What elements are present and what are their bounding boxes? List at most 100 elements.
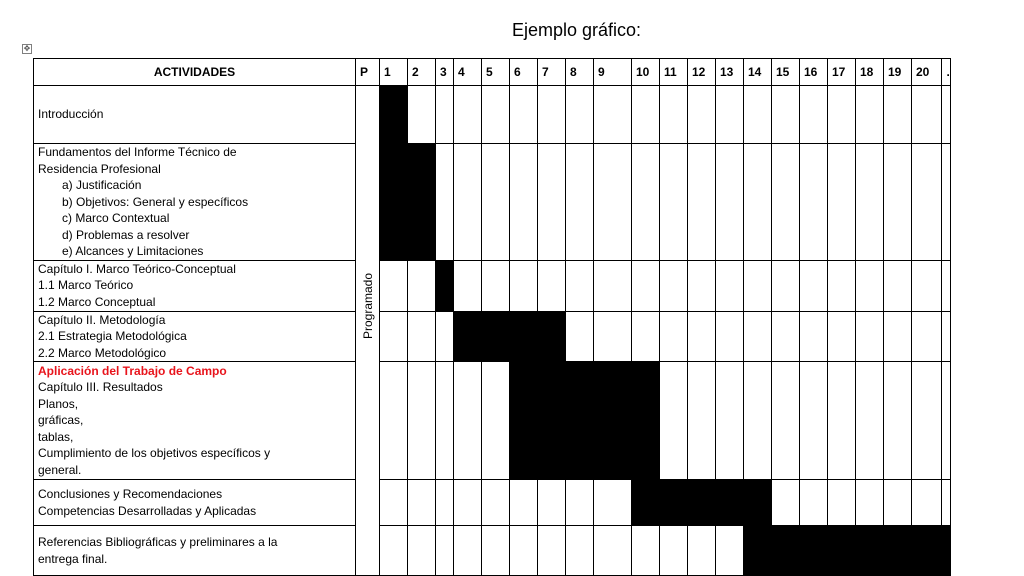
gantt-empty-cell (771, 310, 800, 362)
gantt-bar-cell (509, 361, 538, 480)
gantt-empty-cell (911, 85, 942, 144)
gantt-bar-cell (481, 310, 510, 362)
activity-text: Planos, (38, 396, 79, 411)
gantt-empty-cell (537, 85, 566, 144)
gantt-empty-cell (453, 85, 482, 144)
gantt-empty-cell (799, 479, 828, 526)
gantt-empty-cell (453, 259, 482, 312)
header-week-21: … (941, 58, 951, 86)
gantt-empty-cell (631, 259, 660, 312)
gantt-empty-cell (379, 361, 408, 480)
gantt-empty-cell (743, 361, 772, 480)
gantt-bar-cell (771, 525, 800, 576)
activity-text: Capítulo I. Marco Teórico-Conceptual (38, 261, 236, 276)
header-week-10: 10 (631, 58, 660, 86)
gantt-empty-cell (659, 310, 688, 362)
gantt-empty-cell (827, 259, 856, 312)
gantt-empty-cell (407, 479, 436, 526)
gantt-empty-cell (593, 479, 632, 526)
gantt-empty-cell (453, 143, 482, 261)
gantt-empty-cell (715, 525, 744, 576)
activity-cell: Aplicación del Trabajo de Campo Capítulo … (33, 361, 356, 480)
gantt-empty-cell (715, 143, 744, 261)
gantt-empty-cell (481, 85, 510, 144)
gantt-empty-cell (435, 310, 454, 362)
table-header-row: ACTIVIDADES P 1 2 3 4 5 6 7 8 9 10 11 12 13 14 15 16 17 1… (33, 58, 951, 86)
gantt-empty-cell (687, 310, 716, 362)
gantt-empty-cell (631, 310, 660, 362)
gantt-empty-cell (379, 479, 408, 526)
gantt-empty-cell (379, 259, 408, 312)
gantt-empty-cell (771, 143, 800, 261)
gantt-empty-cell (855, 310, 884, 362)
gantt-empty-cell (911, 143, 942, 261)
gantt-empty-cell (509, 259, 538, 312)
header-week-7: 7 (537, 58, 566, 86)
gantt-bar-cell (407, 143, 436, 261)
gantt-bar-cell (565, 361, 594, 480)
gantt-empty-cell (687, 259, 716, 312)
gantt-empty-cell (799, 143, 828, 261)
gantt-empty-cell (407, 310, 436, 362)
activity-cell: Introducción (33, 85, 356, 144)
activity-text: Fundamentos del Informe Técnico de (38, 145, 237, 159)
gantt-empty-cell (407, 259, 436, 312)
header-week-2: 2 (407, 58, 436, 86)
header-week-11: 11 (659, 58, 688, 86)
activity-cell: Conclusiones y Recomendaciones Competenci… (33, 479, 356, 526)
gantt-empty-cell (565, 85, 594, 144)
gantt-bar-cell (855, 525, 884, 576)
activity-text: general. (38, 462, 82, 477)
gantt-empty-cell (715, 85, 744, 144)
activity-text: tablas, (38, 429, 74, 444)
programado-cell: Programado (355, 85, 380, 576)
gantt-empty-cell (481, 259, 510, 312)
gantt-empty-cell (435, 361, 454, 480)
gantt-bar-cell (827, 525, 856, 576)
header-week-12: 12 (687, 58, 716, 86)
gantt-empty-cell (883, 310, 912, 362)
gantt-empty-cell (743, 143, 772, 261)
gantt-empty-cell (379, 525, 408, 576)
gantt-empty-cell (407, 361, 436, 480)
gantt-empty-cell (771, 479, 800, 526)
gantt-empty-cell (481, 479, 510, 526)
gantt-empty-cell (481, 361, 510, 480)
gantt-empty-cell (659, 525, 688, 576)
header-week-13: 13 (715, 58, 744, 86)
gantt-empty-cell (435, 85, 454, 144)
gantt-empty-cell (855, 479, 884, 526)
gantt-empty-cell (941, 479, 951, 526)
activity-text: gráficas, (38, 413, 84, 428)
gantt-bar-cell (537, 361, 566, 480)
gantt-empty-cell (453, 525, 482, 576)
gantt-empty-cell (537, 143, 566, 261)
gantt-empty-cell (453, 479, 482, 526)
gantt-bar-cell (911, 525, 942, 576)
gantt-empty-cell (715, 259, 744, 312)
gantt-bar-cell (659, 479, 688, 526)
activity-text: c) Marco Contextual (62, 211, 170, 225)
gantt-bar-cell (743, 525, 772, 576)
activity-text: 1.2 Marco Conceptual (38, 294, 156, 309)
gantt-empty-cell (481, 143, 510, 261)
gantt-empty-cell (941, 85, 951, 144)
gantt-empty-cell (565, 143, 594, 261)
gantt-empty-cell (715, 361, 744, 480)
move-handle-icon[interactable]: ✥ (22, 44, 32, 54)
gantt-empty-cell (855, 361, 884, 480)
header-week-16: 16 (799, 58, 828, 86)
activity-text: Competencias Desarrolladas y Aplicadas (38, 503, 257, 518)
gantt-empty-cell (827, 143, 856, 261)
header-week-4: 4 (453, 58, 482, 86)
gantt-empty-cell (537, 479, 566, 526)
gantt-empty-cell (941, 310, 951, 362)
gantt-empty-cell (799, 85, 828, 144)
table-row: Fundamentos del Informe Técnico de Reside… (33, 143, 951, 261)
gantt-empty-cell (565, 479, 594, 526)
gantt-bar-cell (631, 479, 660, 526)
gantt-empty-cell (911, 310, 942, 362)
gantt-empty-cell (481, 525, 510, 576)
header-week-20: 20 (911, 58, 942, 86)
gantt-empty-cell (771, 361, 800, 480)
